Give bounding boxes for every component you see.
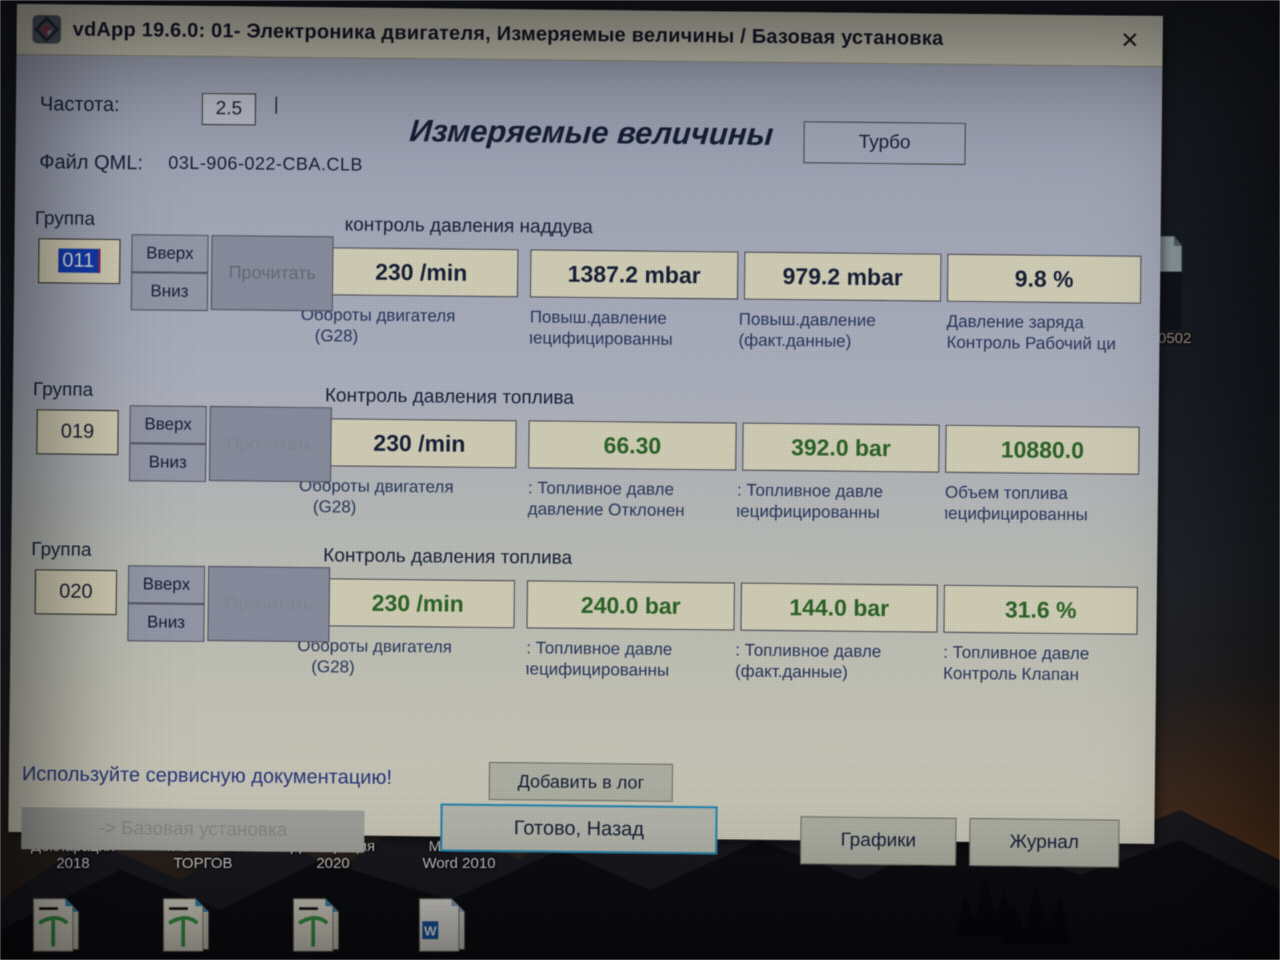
svg-text:W: W: [424, 923, 437, 938]
